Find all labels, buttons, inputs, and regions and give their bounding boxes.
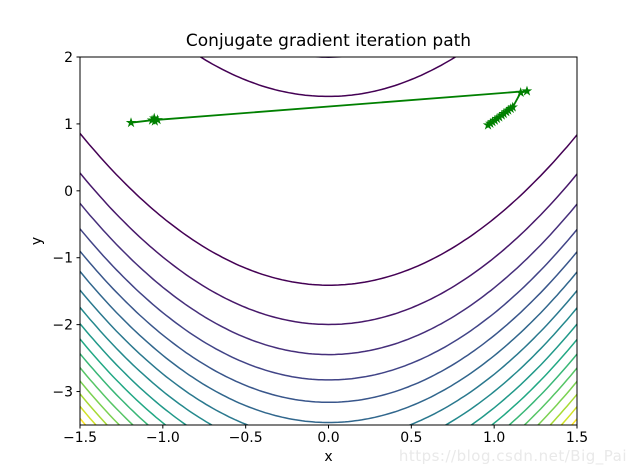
contour-line (80, 250, 577, 404)
y-tick-label: 2 (64, 50, 73, 66)
cg-iterate-star-marker (503, 104, 514, 115)
contour-line (80, 0, 577, 27)
contour-line (199, 57, 457, 98)
contour-line (80, 172, 577, 326)
chart-title: Conjugate gradient iteration path (185, 31, 472, 51)
cg-iterate-star-marker (491, 113, 503, 124)
cg-iterate-star-marker (482, 119, 494, 130)
cg-iterate-star-marker (507, 101, 518, 112)
x-tick-label: 0.5 (400, 430, 422, 446)
cg-iterate-star-marker (521, 85, 533, 96)
x-tick-label: −0.5 (229, 430, 263, 446)
cg-iterate-star-marker (152, 114, 163, 125)
cg-iterate-star-marker (501, 106, 512, 117)
cg-iterate-star-marker (485, 118, 496, 128)
y-tick-label: −3 (52, 385, 73, 401)
cg-iterate-star-marker (496, 109, 507, 120)
cg-iterate-star-marker (494, 111, 505, 122)
x-tick-label: 1.5 (566, 430, 588, 446)
cg-iterate-star-marker (149, 112, 160, 123)
cg-iterate-star-marker (125, 117, 137, 128)
cg-path-markers (125, 85, 533, 130)
contour-line (80, 228, 577, 381)
x-tick-label: −1.5 (63, 430, 97, 446)
x-tick-label: −1.0 (146, 430, 180, 446)
contour-line (80, 306, 577, 425)
contour-line (80, 202, 577, 356)
y-tick-label: −1 (52, 251, 73, 267)
cg-iterate-star-marker (149, 115, 161, 126)
y-tick-label: −2 (52, 318, 73, 334)
cg-iterate-star-marker (498, 108, 509, 119)
cg-iterate-star-marker (515, 87, 526, 97)
y-axis-label: y (29, 236, 45, 246)
contour-line (80, 270, 577, 424)
y-tick-label: 0 (64, 184, 73, 200)
contour-line (80, 132, 577, 286)
x-tick-label: 0.0 (317, 430, 339, 446)
x-tick-label: 1.0 (483, 430, 505, 446)
cg-iterate-star-marker (487, 116, 498, 127)
x-axis-label: x (324, 449, 333, 465)
contour-line (80, 0, 577, 2)
watermark-text: https://blog.csdn.net/Big_Pai (398, 447, 627, 465)
contour-line (80, 323, 577, 425)
cg-iterate-star-marker (489, 114, 501, 125)
cg-iterate-star-marker (505, 103, 516, 114)
contour-lines (80, 0, 577, 425)
y-tick-label: 1 (64, 117, 73, 133)
contour-line (80, 289, 577, 425)
axis-ticks (76, 56, 578, 429)
tick-labels: −1.5 −1.0 −0.5 0.0 0.5 1.0 1.5 2 1 0 −1 −2 −3 (52, 50, 588, 446)
contour-line (80, 338, 577, 425)
